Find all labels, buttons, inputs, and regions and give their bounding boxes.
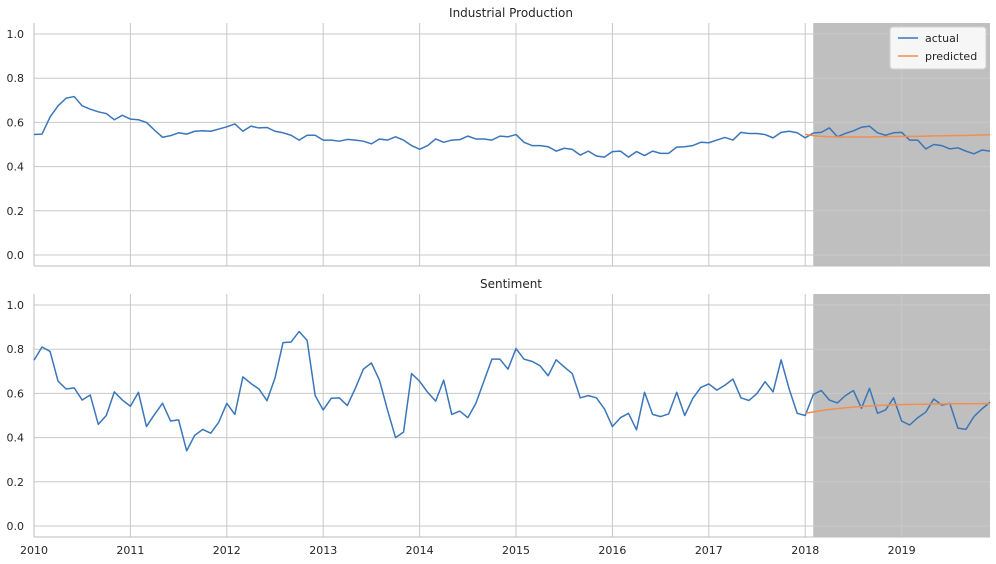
y-tick-label: 0.0 — [7, 249, 25, 262]
y-tick-label: 0.6 — [7, 387, 25, 400]
series-line-actual — [33, 95, 991, 158]
y-tick-label: 0.4 — [7, 161, 25, 174]
y-tick-label: 0.0 — [7, 520, 25, 533]
panel-sentiment: 2010 2011 2012 2013 2014 2015 2016 2017 2018 2019… — [7, 277, 991, 557]
y-tick-label: 0.4 — [7, 432, 25, 445]
y-tick-label: 1.0 — [7, 299, 25, 312]
x-tick-label: 2018 — [791, 544, 819, 557]
y-tick-label: 0.2 — [7, 205, 25, 218]
x-tick-label: 2017 — [695, 544, 723, 557]
series-line-predicted — [805, 133, 991, 138]
y-tick-label: 0.2 — [7, 476, 25, 489]
series-line-actual — [33, 330, 991, 452]
x-tick-label: 2015 — [502, 544, 530, 557]
x-tick-label: 2013 — [309, 544, 337, 557]
panel-industrial-production: 0.0 0.2 0.4 0.6 0.8 1.0 Industrial Production a… — [7, 6, 991, 267]
x-tick-label: 2016 — [598, 544, 626, 557]
series-line-predicted — [805, 402, 990, 415]
x-tick-label: 2010 — [20, 544, 48, 557]
y-tick-label: 0.6 — [7, 116, 25, 129]
legend-label-actual: actual — [925, 32, 959, 45]
chart-title: Industrial Production — [449, 6, 573, 20]
x-tick-label: 2019 — [888, 544, 916, 557]
chart-title: Sentiment — [480, 277, 542, 291]
x-tick-label: 2014 — [406, 544, 434, 557]
legend-label-predicted: predicted — [925, 50, 977, 63]
y-tick-label: 1.0 — [7, 28, 25, 41]
legend: actual predicted — [889, 26, 987, 70]
y-tick-label: 0.8 — [7, 343, 25, 356]
x-tick-label: 2011 — [116, 544, 144, 557]
y-tick-label: 0.8 — [7, 72, 25, 85]
x-tick-label: 2012 — [213, 544, 241, 557]
